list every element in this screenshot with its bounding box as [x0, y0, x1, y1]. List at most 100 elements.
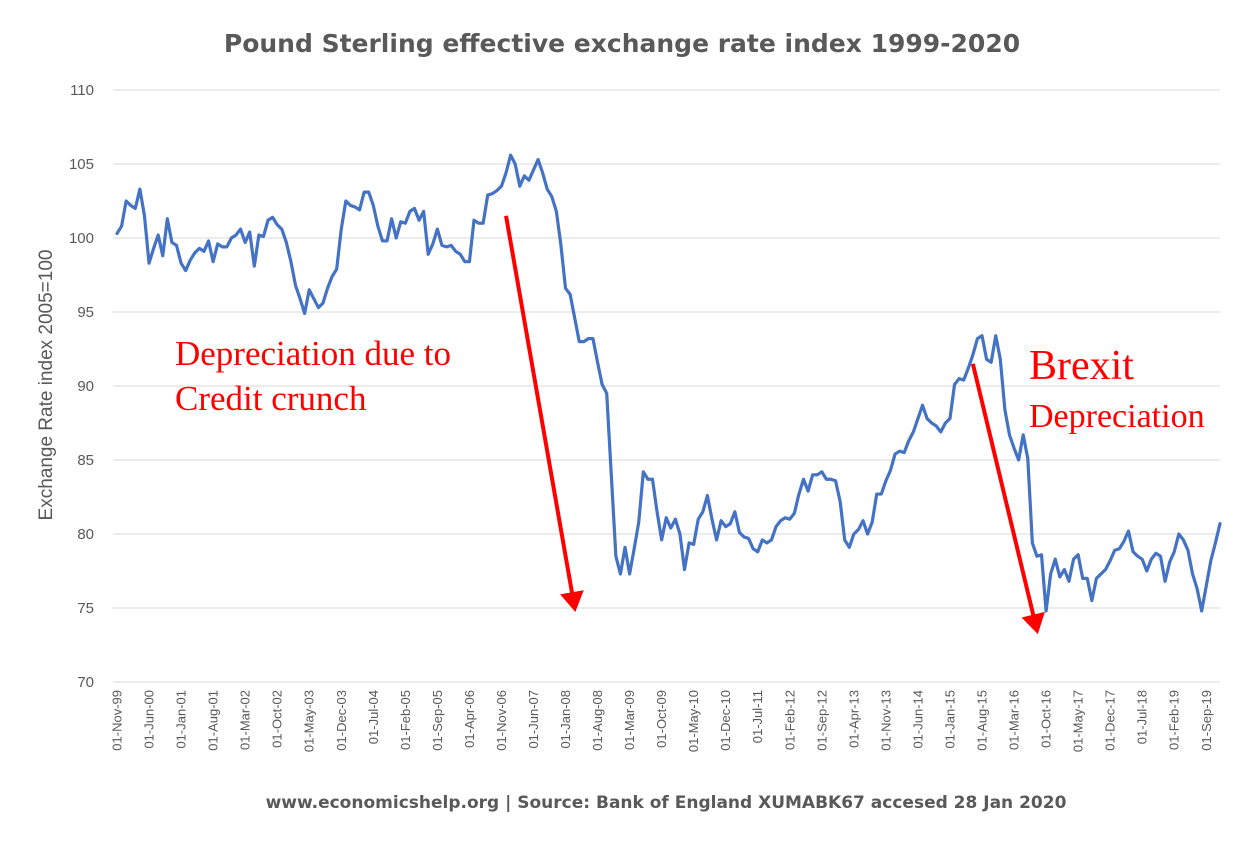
data-point [770, 539, 773, 541]
data-point [564, 287, 567, 289]
data-point [166, 218, 168, 220]
data-point [1127, 530, 1130, 532]
data-point [441, 244, 443, 246]
data-point [349, 204, 352, 207]
brexit-arrow [970, 363, 1045, 635]
data-point [862, 520, 864, 522]
data-point [537, 158, 539, 161]
data-point [679, 533, 681, 535]
data-point [212, 261, 214, 263]
data-point [734, 511, 736, 513]
data-point [633, 548, 635, 550]
data-point [281, 228, 283, 230]
data-point [276, 224, 278, 226]
data-point [1187, 549, 1189, 551]
data-point [789, 518, 791, 520]
data-point [340, 228, 342, 230]
data-point [1027, 457, 1029, 460]
data-point [120, 225, 123, 227]
data-point [752, 548, 754, 550]
data-point [1191, 573, 1194, 575]
data-point [116, 232, 118, 235]
data-point [651, 478, 654, 480]
data-point [148, 262, 150, 264]
data-point [569, 293, 571, 295]
data-point [326, 287, 329, 289]
data-point [153, 247, 155, 249]
x-tick-label: 01-Nov-06 [494, 690, 509, 751]
data-point [715, 539, 718, 541]
data-point [761, 539, 763, 541]
data-point [336, 268, 338, 270]
data-point [839, 500, 841, 503]
x-tick-label: 01-Jun-00 [142, 690, 157, 749]
data-point [807, 490, 809, 492]
data-point [1050, 573, 1052, 575]
data-point [1091, 600, 1093, 602]
data-point [661, 539, 663, 541]
data-point [899, 450, 901, 452]
data-point [995, 335, 997, 337]
data-point [459, 253, 461, 255]
data-point [477, 222, 480, 224]
data-point [592, 338, 594, 340]
x-tick-label: 01-Jan-15 [942, 690, 957, 749]
data-point [619, 573, 622, 575]
data-point [194, 252, 196, 254]
data-point [670, 527, 672, 529]
data-point [239, 228, 242, 230]
data-point [299, 298, 301, 300]
data-point [377, 225, 379, 227]
data-point [985, 358, 988, 360]
data-points [116, 154, 1221, 612]
data-point [1063, 568, 1065, 571]
data-point [290, 261, 292, 263]
source-footer: www.economicshelp.org | Source: Bank of … [266, 793, 1067, 813]
x-tick-label: 01-Mar-02 [238, 690, 253, 750]
data-point [816, 474, 818, 476]
data-point [1155, 552, 1157, 554]
x-tick-label: 01-Nov-13 [878, 690, 893, 751]
data-point [802, 478, 805, 480]
data-point [391, 218, 393, 220]
data-point [834, 480, 837, 482]
data-point [130, 204, 132, 207]
data-point [963, 379, 965, 381]
data-point [542, 172, 544, 174]
x-tick-label: 01-Apr-06 [462, 690, 477, 748]
chart-title: Pound Sterling effective exchange rate i… [224, 29, 1020, 58]
data-point [253, 265, 255, 267]
data-point [1008, 434, 1011, 436]
x-tick-label: 01-Feb-19 [1167, 690, 1182, 750]
data-point [235, 234, 237, 236]
data-point [725, 526, 727, 528]
data-point [757, 551, 759, 553]
data-point [1022, 434, 1024, 436]
data-point [1072, 558, 1075, 560]
data-point [427, 253, 429, 255]
data-point [1114, 549, 1116, 551]
data-point [912, 431, 914, 433]
x-tick-label: 01-Dec-03 [334, 690, 349, 751]
data-point [125, 200, 127, 202]
data-point [647, 478, 649, 480]
data-point [294, 284, 297, 286]
data-point [1045, 610, 1047, 612]
data-point [1086, 577, 1088, 580]
x-axis-ticks: 01-Nov-99 01-Jun-00 01-Jan-01 01-Aug-01 01-M… [110, 690, 1214, 752]
data-point [857, 528, 860, 531]
x-tick-label: 01-Apr-13 [846, 690, 861, 748]
data-point [207, 240, 210, 242]
data-point [555, 210, 557, 212]
data-point [665, 517, 667, 519]
data-point [574, 317, 576, 319]
data-point [1123, 540, 1125, 543]
data-point [143, 215, 146, 217]
data-point [615, 555, 617, 557]
data-point [1159, 555, 1162, 557]
x-tick-label: 01-Aug-15 [975, 690, 990, 751]
x-tick-label: 01-Feb-05 [398, 690, 413, 750]
data-point [1201, 610, 1203, 612]
data-point [1100, 573, 1102, 575]
